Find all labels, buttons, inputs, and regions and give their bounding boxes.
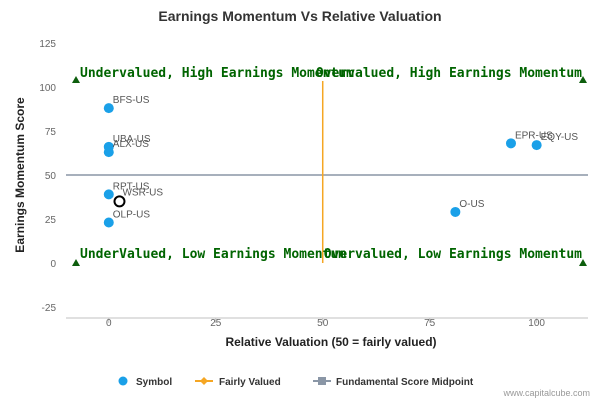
quadrant-markers: [72, 76, 587, 266]
y-axis-ticks: -25 0 25 50 75 100 125: [39, 39, 56, 314]
quadrant-labels: Undervalued, High Earnings MomentumOverv…: [80, 66, 582, 262]
data-point-label: O-US: [459, 199, 484, 210]
highlighted-point: [113, 195, 126, 208]
data-points: [103, 103, 542, 228]
y-tick-label: 125: [39, 39, 56, 50]
y-tick-label: 100: [39, 83, 56, 94]
quadrant-triangle-marker: [579, 259, 587, 266]
highlighted-point-label: WSR-US: [122, 187, 163, 198]
quadrant-triangle-marker: [579, 76, 587, 83]
data-point-label: EPR-US: [515, 130, 553, 141]
data-point: [103, 189, 114, 200]
y-tick-label: 25: [45, 215, 57, 226]
y-axis-title: Earnings Momentum Score: [13, 97, 27, 253]
quadrant-triangle-marker: [72, 259, 80, 266]
x-tick-label: 75: [424, 318, 436, 329]
x-axis-title: Relative Valuation (50 = fairly valued): [225, 335, 436, 349]
x-tick-label: 0: [106, 318, 112, 329]
legend-fairly-valued-label: Fairly Valued: [219, 377, 281, 388]
legend-symbol-label: Symbol: [136, 377, 172, 388]
quadrant-label: Overvalued, High Earnings Momentum: [316, 66, 582, 81]
credit-text: www.capitalcube.com: [502, 388, 590, 398]
data-point: [450, 206, 461, 217]
quadrant-label: Undervalued, High Earnings Momentum: [80, 66, 354, 81]
data-point: [103, 217, 114, 228]
y-tick-label: 50: [45, 171, 57, 182]
data-point-label: EQY-US: [541, 132, 579, 143]
data-point-label: BFS-US: [113, 95, 150, 106]
x-axis-ticks: 0 25 50 75 100: [106, 318, 545, 329]
x-tick-label: 100: [528, 318, 545, 329]
quadrant-triangle-marker: [72, 76, 80, 83]
data-point: [531, 140, 542, 151]
legend-midpoint-label: Fundamental Score Midpoint: [336, 377, 474, 388]
y-tick-label: 75: [45, 127, 57, 138]
highlighted-point-group: WSR-US: [113, 187, 163, 208]
data-point-label: UBA-US: [113, 134, 151, 145]
data-point: [103, 147, 114, 158]
x-tick-label: 25: [210, 318, 222, 329]
quadrant-label: UnderValued, Low Earnings Momentum: [80, 247, 346, 262]
data-point-label: OLP-US: [113, 210, 151, 221]
chart-title: Earnings Momentum Vs Relative Valuation: [158, 8, 441, 24]
data-point: [103, 103, 114, 114]
quadrant-label: Overvalued, Low Earnings Momentum: [324, 247, 582, 262]
legend-fairly-valued-marker: [200, 377, 208, 385]
legend-symbol-marker: [118, 376, 128, 386]
data-point-label: RPT-US: [113, 181, 150, 192]
legend-midpoint-marker: [318, 377, 326, 385]
data-point: [505, 138, 516, 149]
legend: Symbol Fairly Valued Fundamental Score M…: [118, 376, 474, 388]
y-tick-label: -25: [42, 303, 57, 314]
y-tick-label: 0: [50, 259, 56, 270]
x-tick-label: 50: [317, 318, 329, 329]
data-point-label: ALX-US: [113, 139, 149, 150]
